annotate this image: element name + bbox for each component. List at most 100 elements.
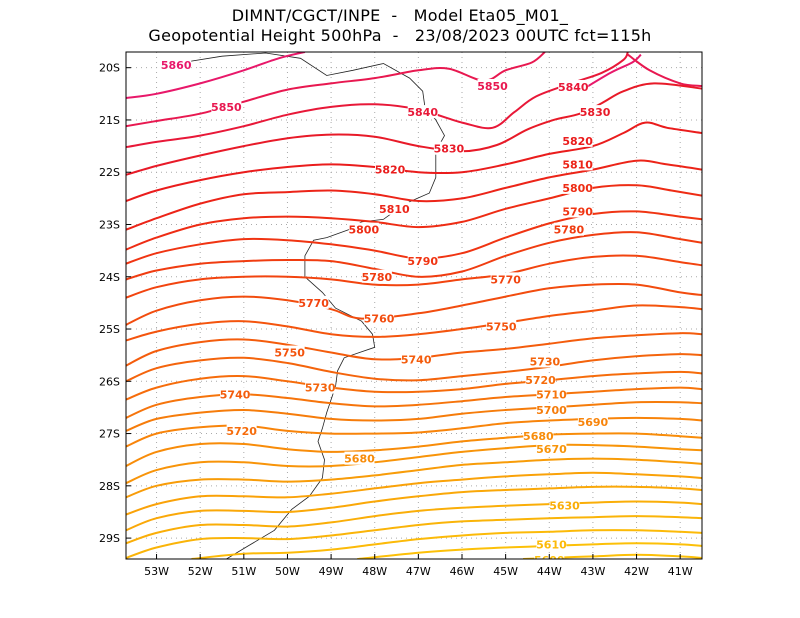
contour-label-bg — [536, 387, 567, 401]
contour-label: 5830 — [434, 143, 465, 156]
contour-label-bg — [433, 141, 464, 155]
contour-5850 — [126, 52, 546, 128]
plot-area — [126, 52, 702, 559]
contour-label: 5730 — [530, 355, 561, 368]
contour-5690 — [126, 416, 702, 448]
contour-label-bg — [364, 311, 395, 325]
contour-label: 5860 — [161, 59, 192, 72]
lat-tick-label: 21S — [99, 114, 120, 127]
lon-tick-label: 47W — [406, 565, 431, 578]
lon-tick-label: 41W — [668, 565, 693, 578]
contour-5640 — [126, 485, 702, 532]
contour-label-bg — [211, 99, 242, 113]
contour-5630 — [126, 500, 702, 545]
contour-label-bg — [529, 354, 560, 368]
contour-label: 5700 — [536, 404, 567, 417]
contour-label: 5830 — [580, 106, 611, 119]
contour-label: 5770 — [490, 273, 521, 286]
contour-label-bg — [305, 380, 336, 394]
contour-label-bg — [558, 80, 589, 94]
contour-label-bg — [344, 451, 375, 465]
contour-label-bg — [490, 272, 521, 286]
contour-label-bg — [407, 254, 438, 268]
contour-label-bg — [375, 162, 405, 176]
lon-tick-label: 43W — [580, 565, 605, 578]
contour-label: 5810 — [379, 203, 410, 216]
contour-label: 5820 — [562, 135, 593, 148]
contour-label: 5680 — [344, 453, 375, 466]
contour-5750 — [126, 304, 702, 342]
contour-label-bg — [348, 222, 379, 236]
contour-label: 5630 — [549, 500, 580, 513]
contour-label: 5790 — [407, 255, 438, 268]
contour-5860 — [579, 53, 642, 93]
contour-label: 5750 — [274, 347, 305, 360]
contour-label: 5770 — [298, 297, 329, 310]
contour-label-bg — [549, 498, 580, 512]
contour-5800 — [126, 184, 702, 251]
contour-label: 5780 — [554, 224, 585, 237]
lat-tick-label: 22S — [99, 166, 120, 179]
lon-tick-label: 52W — [188, 565, 213, 578]
contour-label: 5800 — [562, 182, 593, 195]
lon-tick-label: 42W — [624, 565, 649, 578]
lat-tick-label: 25S — [99, 323, 120, 336]
contour-label: 5780 — [362, 271, 393, 284]
contour-5710 — [126, 386, 702, 419]
chart-title: DIMNT/CGCT/INPE - Model Eta05_M01_ — [231, 6, 569, 25]
contour-label-bg — [580, 105, 611, 119]
lat-tick-label: 28S — [99, 480, 120, 493]
contour-label: 5720 — [226, 425, 257, 438]
lat-tick-label: 20S — [99, 62, 120, 75]
contour-label: 5760 — [364, 313, 395, 326]
contour-5770 — [126, 254, 702, 299]
contour-label-bg — [401, 352, 432, 366]
contour-label-bg — [274, 345, 305, 359]
contour-label-bg — [577, 415, 608, 429]
lon-tick-label: 49W — [319, 565, 344, 578]
contour-label-bg — [562, 180, 593, 194]
contour-label: 5850 — [211, 101, 242, 114]
contour-label-bg — [536, 537, 567, 551]
contour-label: 5730 — [305, 382, 336, 395]
contour-label-bg — [562, 133, 593, 147]
contour-5620 — [126, 515, 702, 559]
contour-label: 5800 — [349, 224, 380, 237]
contour-5730 — [126, 353, 702, 383]
contour-label: 5850 — [477, 80, 508, 93]
contour-label-layer: 5860 5850 5840 5850 5840 5830 5830 5820 5810 5820… — [161, 58, 611, 559]
lat-tick-label: 29S — [99, 532, 120, 545]
contour-label-bg — [477, 78, 508, 92]
contour-label-bg — [525, 373, 556, 387]
contour-label-bg — [553, 222, 584, 236]
contour-label-bg — [562, 157, 593, 171]
contour-label: 5840 — [558, 81, 589, 94]
contour-label: 5740 — [401, 353, 432, 366]
contour-5720 — [126, 370, 702, 401]
contour-label: 5840 — [407, 106, 438, 119]
contour-label-bg — [562, 204, 593, 218]
contour-label-bg — [486, 319, 517, 333]
contour-label-bg — [220, 387, 251, 401]
contour-5670 — [126, 443, 702, 485]
plot-frame — [125, 51, 703, 560]
coastline — [182, 52, 445, 559]
chart-subtitle: Geopotential Height 500hPa - 23/08/2023 … — [148, 26, 652, 45]
contour-label: 5680 — [523, 430, 554, 443]
contour-label-bg — [298, 295, 329, 309]
contour-5780 — [126, 231, 702, 281]
contour-5850 — [627, 53, 702, 87]
lon-tick-label: 51W — [231, 565, 256, 578]
contour-label: 5710 — [536, 388, 567, 401]
contour-label: 5670 — [536, 443, 567, 456]
lon-tick-label: 46W — [450, 565, 475, 578]
contour-label-bg — [523, 429, 554, 443]
contour-label-bg — [536, 442, 567, 456]
lon-tick-label: 48W — [362, 565, 387, 578]
contour-5820 — [126, 121, 702, 202]
contour-label-bg — [161, 58, 192, 72]
contour-label: 5820 — [375, 164, 406, 177]
lat-tick-label: 26S — [99, 375, 120, 388]
contour-label-bg — [379, 201, 410, 215]
